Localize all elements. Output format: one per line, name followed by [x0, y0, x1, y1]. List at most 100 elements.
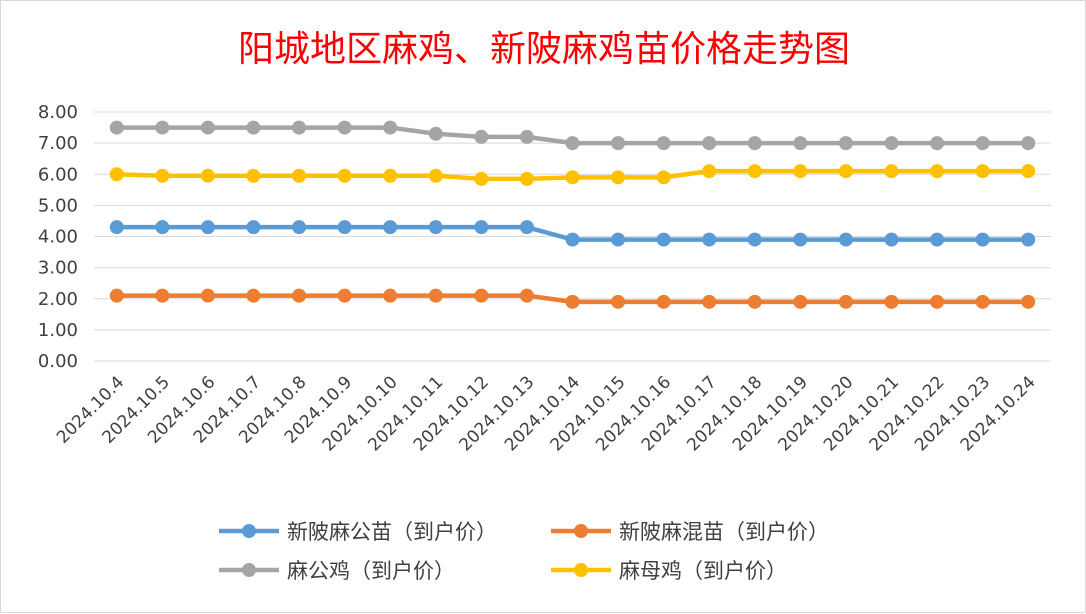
series-lines — [109, 120, 1036, 309]
data-point — [109, 167, 124, 182]
data-point — [838, 136, 853, 151]
data-point — [793, 232, 808, 247]
data-point — [884, 232, 899, 247]
y-tick-label: 4.00 — [38, 227, 78, 248]
legend-label: 新陂麻公苗（到户价） — [287, 520, 497, 544]
data-point — [702, 164, 717, 179]
data-point — [793, 164, 808, 179]
data-point — [474, 288, 489, 303]
data-point — [838, 164, 853, 179]
data-point — [200, 168, 215, 183]
data-point — [246, 220, 261, 235]
x-axis-ticks: 2024.10.42024.10.52024.10.62024.10.72024… — [53, 372, 1040, 455]
data-point — [975, 136, 990, 151]
data-point — [1021, 164, 1036, 179]
data-point — [292, 120, 307, 135]
data-point — [519, 220, 534, 235]
data-point — [930, 294, 945, 309]
data-point — [565, 136, 580, 151]
y-tick-label: 6.00 — [38, 164, 78, 185]
data-point — [611, 136, 626, 151]
data-point — [975, 164, 990, 179]
data-point — [292, 168, 307, 183]
data-point — [383, 220, 398, 235]
legend-marker — [574, 524, 588, 538]
chart-title: 阳城地区麻鸡、新陂麻鸡苗价格走势图 — [238, 29, 850, 70]
data-point — [428, 220, 443, 235]
data-point — [109, 220, 124, 235]
data-point — [747, 164, 762, 179]
data-point — [337, 288, 352, 303]
data-point — [155, 220, 170, 235]
legend: 新陂麻公苗（到户价） 新陂麻混苗（到户价） 麻公鸡（到户价） 麻母鸡（到户价） — [219, 520, 829, 583]
data-point — [656, 170, 671, 185]
series-2 — [109, 288, 1036, 309]
data-point — [155, 288, 170, 303]
data-point — [519, 129, 534, 144]
data-point — [838, 294, 853, 309]
data-point — [246, 120, 261, 135]
legend-item: 新陂麻混苗（到户价） — [551, 520, 829, 544]
data-point — [519, 171, 534, 186]
data-point — [200, 220, 215, 235]
data-point — [702, 232, 717, 247]
data-point — [884, 136, 899, 151]
data-point — [383, 120, 398, 135]
data-point — [246, 288, 261, 303]
data-point — [428, 288, 443, 303]
data-point — [565, 232, 580, 247]
series-1 — [109, 220, 1036, 247]
legend-item: 新陂麻公苗（到户价） — [219, 520, 497, 544]
data-point — [292, 288, 307, 303]
legend-label: 新陂麻混苗（到户价） — [619, 520, 829, 544]
data-point — [428, 168, 443, 183]
legend-marker — [574, 563, 588, 577]
legend-marker — [242, 524, 256, 538]
legend-label: 麻母鸡（到户价） — [619, 559, 787, 583]
legend-label: 麻公鸡（到户价） — [287, 559, 455, 583]
data-point — [565, 170, 580, 185]
data-point — [474, 171, 489, 186]
data-point — [337, 120, 352, 135]
y-tick-label: 1.00 — [38, 320, 78, 341]
legend-item: 麻公鸡（到户价） — [219, 559, 455, 583]
data-point — [155, 168, 170, 183]
y-tick-label: 8.00 — [38, 102, 78, 123]
y-axis-ticks: 0.00 1.00 2.00 3.00 4.00 5.00 6.00 7.00 8.00 — [38, 102, 78, 372]
legend-marker — [242, 563, 256, 577]
data-point — [246, 168, 261, 183]
data-point — [930, 164, 945, 179]
series-3 — [109, 120, 1036, 151]
data-point — [428, 126, 443, 141]
data-point — [565, 294, 580, 309]
data-point — [656, 294, 671, 309]
data-point — [155, 120, 170, 135]
series-4 — [109, 164, 1036, 186]
data-point — [975, 232, 990, 247]
data-point — [383, 288, 398, 303]
data-point — [838, 232, 853, 247]
data-point — [519, 288, 534, 303]
data-point — [474, 129, 489, 144]
data-point — [383, 168, 398, 183]
legend-item: 麻母鸡（到户价） — [551, 559, 787, 583]
data-point — [337, 220, 352, 235]
data-point — [702, 136, 717, 151]
y-tick-label: 2.00 — [38, 289, 78, 310]
data-point — [793, 136, 808, 151]
data-point — [975, 294, 990, 309]
y-tick-label: 5.00 — [38, 195, 78, 216]
data-point — [930, 136, 945, 151]
data-point — [1021, 136, 1036, 151]
data-point — [611, 232, 626, 247]
data-point — [337, 168, 352, 183]
data-point — [1021, 232, 1036, 247]
data-point — [474, 220, 489, 235]
data-point — [200, 120, 215, 135]
data-point — [747, 294, 762, 309]
data-point — [747, 136, 762, 151]
data-point — [611, 170, 626, 185]
y-tick-label: 7.00 — [38, 133, 78, 154]
